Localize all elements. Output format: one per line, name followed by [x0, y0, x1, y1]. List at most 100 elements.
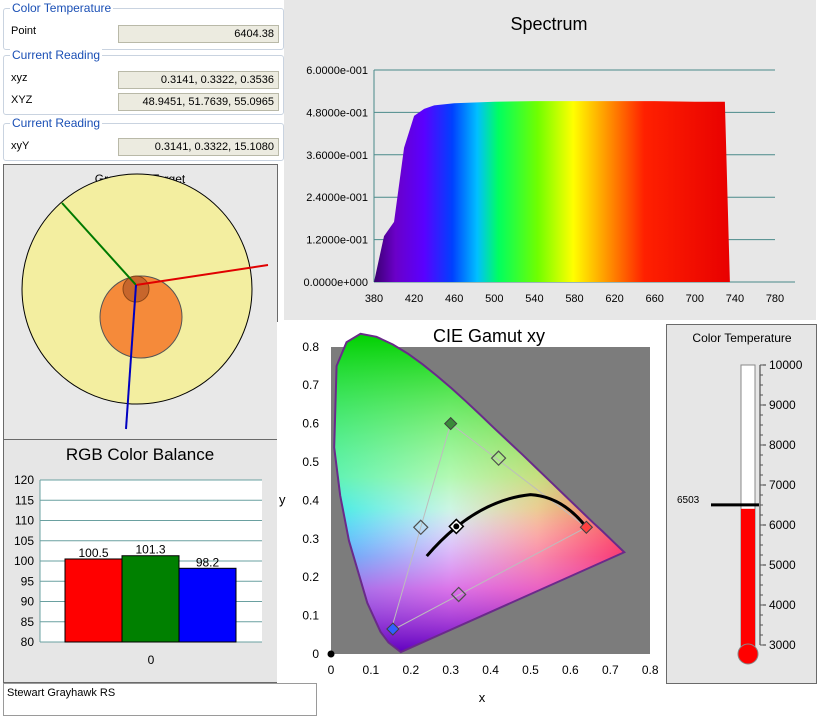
gauge-tick-label: 5000	[769, 558, 796, 572]
XYZ-value-field: 48.9451, 51.7639, 55.0965	[118, 93, 279, 111]
rgb-y-tick: 85	[21, 615, 35, 629]
spectrum-x-tick: 660	[646, 293, 664, 305]
cie-panel: CIE Gamut xy 0 0.1 0.2 0.3 0.4 0.5 0.6 0.7 0.8 0…	[277, 322, 664, 716]
rgb-y-tick: 105	[14, 534, 34, 548]
cie-locus-outline	[333, 332, 627, 654]
current-reading-xyY-group: Current Reading xyY 0.3141, 0.3322, 15.1…	[3, 116, 284, 161]
cie-x-tick: 0.1	[363, 663, 380, 677]
temperature-gauge: Color Temperature 10000 9000 8000 7000 6000 5…	[677, 331, 803, 665]
spectrum-x-tick: 540	[525, 293, 543, 305]
cie-gamut-chart: CIE Gamut xy 0 0.1 0.2 0.3 0.4 0.5 0.6 0.7 0.8 0…	[279, 326, 659, 705]
cie-x-tick: 0.4	[482, 663, 499, 677]
cie-x-tick: 0.7	[602, 663, 619, 677]
gauge-tick-label: 4000	[769, 598, 796, 612]
inner-target-circle	[99, 275, 183, 359]
rgb-y-tick: 100	[14, 554, 34, 568]
spectrum-chart: Spectrum 0.0000e+000 1.2000e-001 2.4000e-0…	[303, 14, 795, 305]
secondary-point	[450, 586, 467, 603]
rgb-x-label: 0	[148, 653, 155, 667]
cie-y-tick: 0.8	[302, 340, 319, 354]
cie-locus-purple	[334, 333, 625, 653]
spectrum-x-tick: 380	[365, 293, 383, 305]
spectrum-x-tick: 620	[605, 293, 623, 305]
cie-x-tick: 0.6	[562, 663, 579, 677]
gauge-tick-label: 8000	[769, 438, 796, 452]
rgb-bar	[121, 555, 180, 643]
gauge-tick-label: 10000	[769, 358, 803, 372]
cie-title: CIE Gamut xy	[433, 326, 545, 346]
rgb-y-tick: 80	[21, 635, 35, 649]
spectrum-y-tick: 1.2000e-001	[306, 235, 368, 247]
cie-y-tick: 0.6	[302, 417, 319, 431]
spectrum-panel: Spectrum 0.0000e+000 1.2000e-001 2.4000e-0…	[284, 0, 816, 320]
spectrum-x-tick: 420	[405, 293, 423, 305]
rgb-bar	[64, 558, 123, 643]
cie-origin-dot	[327, 650, 335, 658]
cie-y-tick: 0.1	[302, 609, 319, 623]
white-point-measured	[453, 523, 460, 530]
rgb-bar-label: 101.3	[135, 543, 165, 557]
display-name-field[interactable]: Stewart Grayhawk RS	[3, 683, 317, 716]
color-temperature-gauge-panel: Color Temperature 10000 9000 8000 7000 6000 5…	[666, 324, 817, 684]
XYZ-label: XYZ	[11, 94, 33, 106]
xyz-label: xyz	[11, 72, 28, 84]
gauge-tick-label: 6000	[769, 518, 796, 532]
color-temperature-group-title: Color Temperature	[10, 1, 114, 15]
current-reading-title: Current Reading	[10, 48, 103, 62]
thermometer-fill	[741, 508, 755, 655]
gauge-tick-label: 9000	[769, 398, 796, 412]
spectrum-x-tick: 740	[726, 293, 744, 305]
spectrum-x-tick: 460	[445, 293, 463, 305]
rgb-y-tick: 120	[14, 473, 34, 487]
spectrum-y-tick: 2.4000e-001	[306, 192, 368, 204]
spectrum-y-tick: 6.0000e-001	[306, 65, 368, 77]
gauge-reading-label: 6503	[677, 495, 700, 506]
rgb-balance-panel: RGB Color Balance 80 85 90 95 100 105 110 115 12…	[3, 439, 278, 683]
rgb-y-tick: 115	[15, 493, 34, 507]
cie-y-tick: 0.7	[302, 378, 319, 392]
current-reading-xyz-group: Current Reading xyz 0.3141, 0.3322, 0.35…	[3, 48, 284, 115]
measured-primary-point	[386, 622, 400, 636]
spectrum-y-tick: 0.0000e+000	[303, 277, 368, 289]
cie-y-tick: 0.5	[302, 455, 319, 469]
red-vector	[135, 264, 269, 286]
cie-y-tick: 0	[312, 647, 319, 661]
rgb-y-tick: 110	[15, 514, 34, 528]
gauge-title: Color Temperature	[692, 331, 791, 345]
measured-primary-point	[443, 416, 458, 431]
rgb-bar-label: 98.2	[196, 555, 220, 569]
cie-x-tick: 0	[328, 663, 335, 677]
color-temperature-group: Color Temperature Point 6404.38	[3, 1, 284, 50]
xyz-value-field: 0.3141, 0.3322, 0.3536	[118, 71, 279, 89]
rgb-bar-label: 100.5	[78, 546, 108, 560]
cie-x-tick: 0.3	[442, 663, 459, 677]
point-value-field: 6404.38	[118, 25, 279, 43]
cie-y-tick: 0.3	[302, 532, 319, 546]
rgb-balance-title: RGB Color Balance	[66, 445, 214, 464]
grayscale-target-chart: Grayscale Target	[21, 172, 269, 430]
cie-x-axis-label: x	[479, 690, 486, 705]
secondary-point	[490, 450, 507, 467]
blue-vector	[125, 284, 137, 430]
cie-x-tick: 0.2	[402, 663, 419, 677]
rgb-balance-chart: RGB Color Balance 80 85 90 95 100 105 110 115 12…	[14, 445, 262, 667]
cie-y-tick: 0.4	[302, 493, 319, 507]
spectrum-x-tick: 580	[565, 293, 583, 305]
gamut-triangle	[390, 422, 588, 632]
cie-y-tick: 0.2	[302, 570, 319, 584]
rgb-bar	[178, 567, 237, 643]
current-reading-title-2: Current Reading	[10, 116, 103, 130]
cie-x-tick: 0.8	[642, 663, 659, 677]
spectrum-title: Spectrum	[510, 14, 587, 34]
rgb-y-tick: 95	[21, 574, 35, 588]
spectrum-x-tick: 780	[766, 293, 784, 305]
point-label: Point	[11, 25, 37, 37]
spectrum-y-tick: 3.6000e-001	[306, 150, 368, 162]
spectrum-x-tick: 700	[686, 293, 704, 305]
spectrum-area	[374, 101, 730, 283]
cie-y-axis-label: y	[279, 492, 286, 507]
measured-primary-point	[579, 520, 594, 534]
thermometer-bulb	[737, 643, 759, 665]
spectrum-y-tick: 4.8000e-001	[306, 107, 368, 119]
rgb-y-tick: 90	[21, 595, 35, 609]
